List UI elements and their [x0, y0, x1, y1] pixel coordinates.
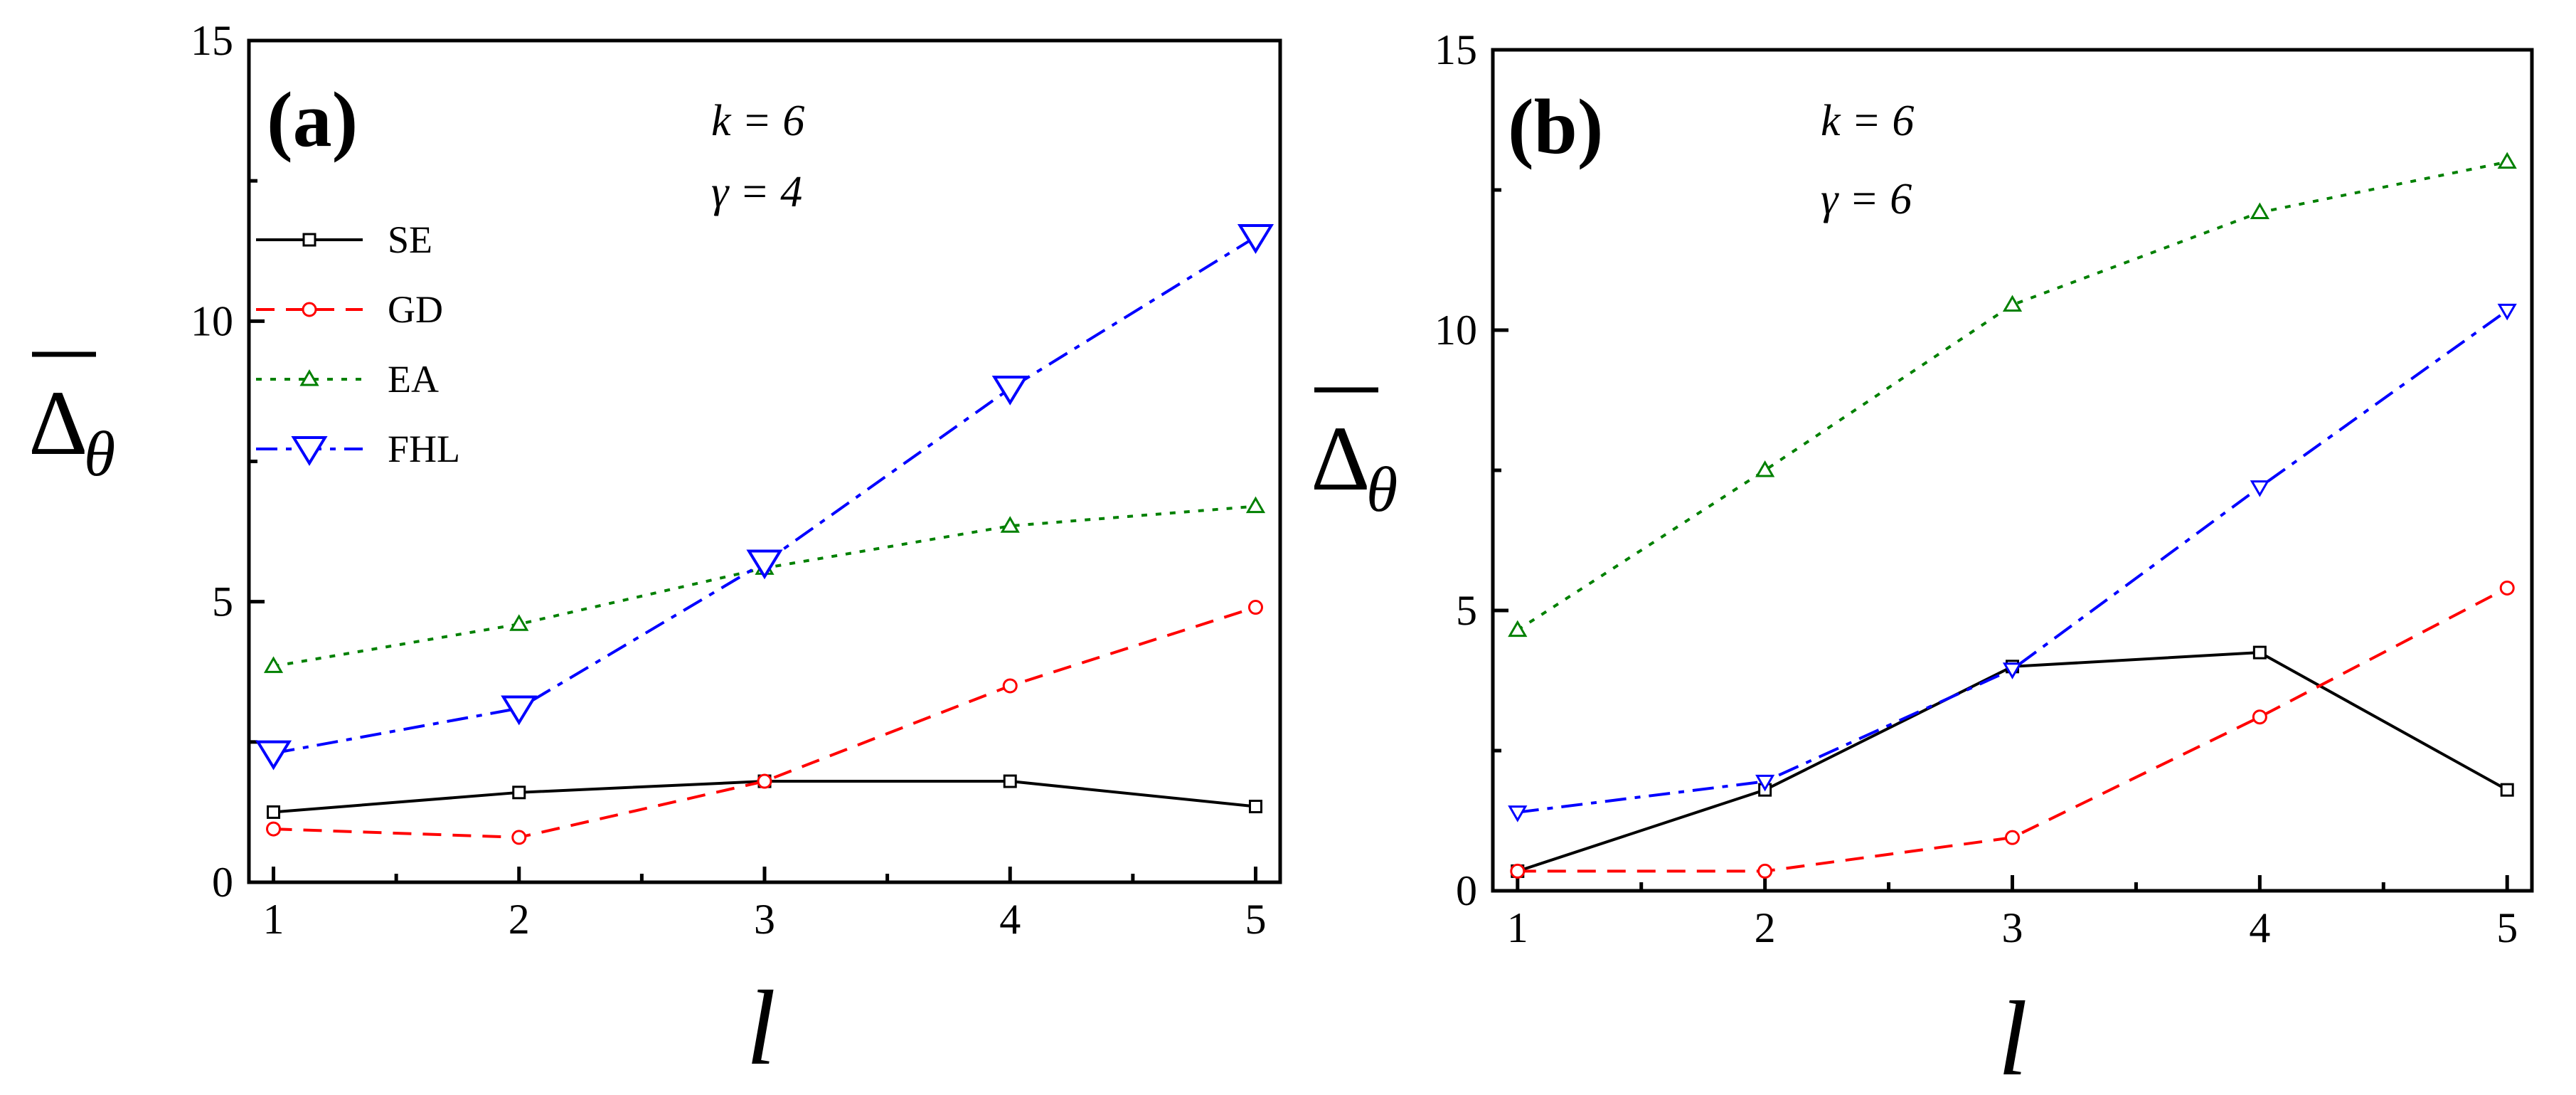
data-point-ea: [1245, 496, 1266, 514]
x-axis-label-b: l: [1998, 980, 2028, 1095]
data-point-gd: [2499, 580, 2515, 596]
data-point-ea: [1000, 516, 1020, 533]
data-point-se: [267, 805, 281, 819]
data-point-fhl: [2497, 303, 2517, 321]
data-point-se: [2500, 783, 2514, 797]
x-tick-label: 5: [1245, 896, 1266, 943]
data-point-gd: [2252, 709, 2267, 725]
data-point-fhl: [255, 740, 292, 771]
y-tick-label: 0: [1456, 867, 1477, 914]
y-axis-b: 0 5 10 15: [1435, 26, 1508, 914]
data-point-fhl: [501, 695, 538, 726]
panel-b: 1 2 3 4 5 0 5 10 15 (b) k = 6 γ = 6 l Δ θ: [1311, 26, 2534, 1095]
data-point-gd: [2005, 830, 2020, 845]
panel-label-a: (a): [267, 76, 358, 163]
series-line-fhl: [1517, 309, 2508, 814]
y-axis-a: 0 5 10 15: [191, 17, 265, 906]
legend-marker-gd: [302, 302, 317, 317]
data-point-ea: [2250, 202, 2269, 220]
legend-label-gd: GD: [388, 288, 443, 331]
y-tick-label: 10: [191, 297, 233, 344]
x-axis-label-a: l: [746, 969, 776, 1087]
data-point-se: [1248, 800, 1262, 814]
data-point-ea: [1508, 620, 1528, 638]
data-point-gd: [1247, 600, 1263, 615]
y-tick-label: 15: [1435, 26, 1477, 73]
data-point-gd: [1757, 863, 1773, 879]
x-tick-label: 3: [754, 896, 775, 943]
x-tick-label: 1: [1507, 904, 1528, 951]
data-point-se: [512, 785, 526, 800]
y-label-theta-a: θ: [84, 419, 115, 490]
x-tick-label: 3: [2002, 904, 2023, 951]
annotation-k-b: k = 6: [1821, 97, 1914, 145]
data-point-ea: [263, 656, 284, 673]
data-point-fhl: [1755, 774, 1775, 792]
x-tick-label: 2: [1755, 904, 1776, 951]
y-tick-label: 15: [191, 17, 233, 64]
y-axis-label-a: Δ θ: [28, 351, 115, 490]
data-point-gd: [757, 773, 772, 789]
y-axis-label-b: Δ θ: [1311, 387, 1398, 525]
annotation-gamma-b: γ = 6: [1821, 175, 1912, 223]
data-point-ea: [2002, 295, 2023, 312]
data-point-fhl: [746, 549, 783, 580]
data-point-gd: [511, 830, 527, 845]
y-tick-label: 5: [212, 578, 233, 625]
y-tick-label: 5: [1456, 587, 1477, 634]
legend: SE GD EA FHL: [256, 218, 460, 470]
data-point-fhl: [1508, 805, 1528, 822]
plot-frame-b: [1491, 48, 2534, 893]
x-tick-label: 5: [2496, 904, 2518, 951]
data-point-fhl: [2002, 662, 2023, 679]
annotation-k-a: k = 6: [711, 97, 804, 145]
y-label-delta-b: Δ: [1311, 408, 1371, 510]
data-point-se: [1003, 774, 1017, 788]
x-tick-label: 1: [263, 896, 284, 943]
data-point-fhl: [1237, 224, 1274, 254]
annotation-gamma-a: γ = 4: [711, 168, 802, 216]
data-point-ea: [509, 614, 529, 631]
x-tick-label: 4: [2249, 904, 2270, 951]
series-line-gd: [1517, 586, 2508, 873]
data-point-gd: [266, 821, 282, 837]
legend-marker-fhl: [291, 436, 328, 466]
legend-label-ea: EA: [388, 358, 439, 401]
x-axis-b: 1 2 3 4 5: [1507, 875, 2518, 951]
series-line-gd: [273, 605, 1257, 839]
data-point-ea: [1755, 460, 1775, 477]
x-tick-label: 2: [509, 896, 530, 943]
y-label-delta-a: Δ: [28, 372, 88, 475]
plot-area-a: [255, 224, 1274, 845]
panel-label-b: (b): [1508, 83, 1603, 170]
y-label-theta-b: θ: [1366, 455, 1398, 525]
data-point-fhl: [2250, 480, 2269, 497]
data-point-se: [2252, 645, 2267, 660]
legend-marker-ea: [299, 369, 319, 386]
data-point-gd: [1510, 863, 1526, 879]
series-line-ea: [1516, 160, 2508, 632]
data-point-gd: [1002, 678, 1018, 694]
x-tick-label: 4: [999, 896, 1021, 943]
y-tick-label: 0: [212, 859, 233, 906]
x-axis-a: 1 2 3 4 5: [263, 867, 1266, 943]
legend-label-fhl: FHL: [388, 428, 460, 470]
data-point-ea: [2497, 152, 2517, 169]
plot-area-b: [1508, 152, 2517, 879]
data-point-fhl: [991, 375, 1028, 406]
series-line-ea: [273, 504, 1256, 668]
panel-a: 1 2 3 4 5 0 5 10 15 (a) k = 6 γ = 4 l Δ θ SE GD E…: [28, 17, 1282, 1087]
y-tick-label: 10: [1435, 307, 1477, 354]
legend-label-se: SE: [388, 218, 432, 261]
legend-marker-se: [302, 233, 316, 247]
